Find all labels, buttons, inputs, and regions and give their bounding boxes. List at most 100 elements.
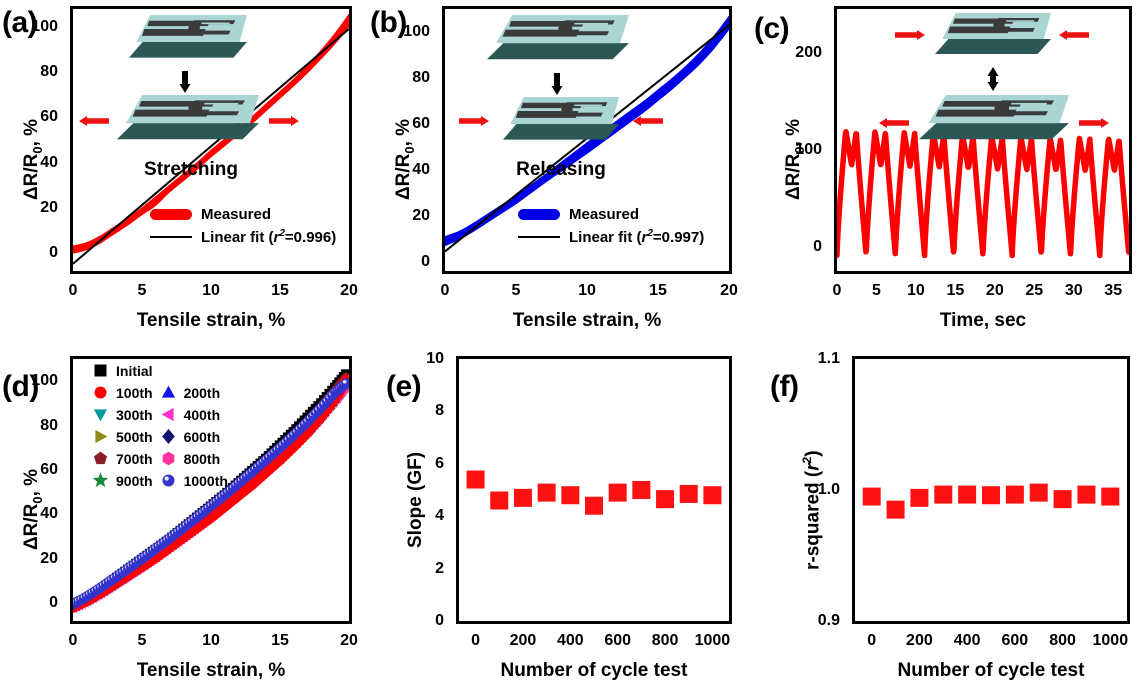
panel-label-c: (c) [754,12,790,45]
y-axis-title-c: ΔR/R0, % [783,118,807,200]
arrow-left-icon [1059,30,1089,40]
y-tick-label-a: 20 [40,198,58,216]
y-tick-label-d: 40 [40,505,58,523]
x-axis-title-d: Tensile strain, % [136,660,286,681]
y-tick-a [70,117,73,120]
panel-b: (b) Releasing 0 20 40 60 80 100 0 5 10 15 20 Tensile … [366,0,742,350]
x-tick-d [280,621,283,624]
data-marker-f [1101,487,1120,506]
x-tick-b [729,271,732,274]
electrode-pattern [141,20,236,36]
arrow-right-icon [459,116,489,126]
sensor-compressed [935,13,1051,54]
substrate-edge [503,124,619,140]
legend-label-800th: 800th [183,450,221,467]
x-tick-label-c: 30 [1064,282,1083,299]
legend-marker-200th [160,384,177,401]
y-tick-b [442,78,445,81]
y-tick-label-a: 100 [31,18,58,36]
data-marker-f [910,488,929,507]
x-tick-c [1034,271,1037,274]
data-marker-e [703,486,722,505]
inset-caption-a: Stretching [144,159,238,180]
legend-label-measured-b: Measured [569,206,640,223]
inset-cyclic-c [879,13,1109,140]
y-tick-b [442,170,445,173]
plot-frame-f [852,356,1130,624]
x-tick-label-c: 5 [872,282,881,299]
x-tick-c [876,271,879,274]
y-tick-label-a: 60 [40,108,58,126]
y-tick-label-b: 80 [412,68,430,86]
legend-marker-100th [92,384,109,401]
inset-releasing-b: Releasing [459,15,663,180]
data-marker-f [1077,485,1096,504]
x-tick-label-f: 200 [906,632,933,649]
x-tick-label-b: 20 [720,282,738,299]
electrode-pattern [947,18,1040,34]
x-tick-label-a: 15 [271,282,289,299]
arrow-right-icon [895,30,925,40]
y-tick-e [456,359,459,362]
legend-swatch-measured-a [150,209,192,220]
x-tick-e [476,621,479,624]
x-tick-label-d: 20 [340,632,358,649]
arrow-right-icon [1079,118,1109,128]
x-tick-b [587,271,590,274]
substrate-edge [487,43,629,60]
x-tick-label-f: 800 [1049,632,1076,649]
x-tick-a [142,271,145,274]
data-marker-f [1053,490,1072,509]
legend-marker-initial [92,362,109,379]
legend-marker-800th [160,450,177,467]
x-tick-label-b: 0 [440,282,450,299]
y-tick-a [70,163,73,166]
x-tick-c [995,271,998,274]
legend-marker-1000th [160,472,177,489]
y-tick-label-f: 1.1 [817,350,840,367]
electrode-pattern [132,100,245,117]
x-tick-f [1110,621,1113,624]
x-tick-c [955,271,958,274]
y-tick-c [834,53,837,56]
arrow-right-icon [269,116,299,126]
sensor-stretched [919,95,1069,140]
data-marker-e [490,491,509,510]
x-tick-label-e: 400 [556,632,584,649]
panel-f: (f) 0.9 1.0 1.1 0 200 400 600 800 1000 Number of c… [760,350,1142,699]
plot-canvas-d [73,369,349,613]
legend-label-400th: 400th [183,406,221,423]
y-tick-label-f: 0.9 [817,612,840,629]
x-tick-label-d: 0 [68,632,78,649]
data-marker-f [862,487,881,506]
plot-canvas-a: Stretching [73,13,349,265]
data-marker-f [934,485,953,504]
x-tick-f [919,621,922,624]
y-tick-a [70,72,73,75]
x-tick-label-e: 200 [509,632,537,649]
y-tick-e [456,569,459,572]
x-axis-title-c: Time, sec [939,310,1027,331]
y-tick-label-f: 1.0 [817,481,840,498]
linear-fit-line-a [73,28,349,265]
legend-row-measured-b: Measured [518,207,704,222]
x-axis-title-a: Tensile strain, % [136,310,286,331]
panel-label-a: (a) [2,6,38,39]
x-tick-label-c: 0 [832,282,842,299]
legend-label-500th: 500th [116,428,153,445]
x-tick-b [445,271,448,274]
legend-label-100th: 100th [116,384,153,401]
y-axis-title-d: ΔR/R0, % [21,468,45,550]
inset-caption-b: Releasing [516,159,606,180]
x-tick-a [73,271,76,274]
y-tick-b [442,216,445,219]
legend-marker-700th [92,450,109,467]
y-tick-label-e: 4 [435,507,444,525]
legend-marker-300th [92,406,109,423]
down-arrow-icon [179,71,191,93]
slope-markers-e [466,470,722,515]
x-tick-label-e: 0 [471,632,481,649]
x-tick-label-f: 400 [953,632,981,649]
x-tick-label-a: 20 [340,282,358,299]
data-marker-e [466,470,485,489]
